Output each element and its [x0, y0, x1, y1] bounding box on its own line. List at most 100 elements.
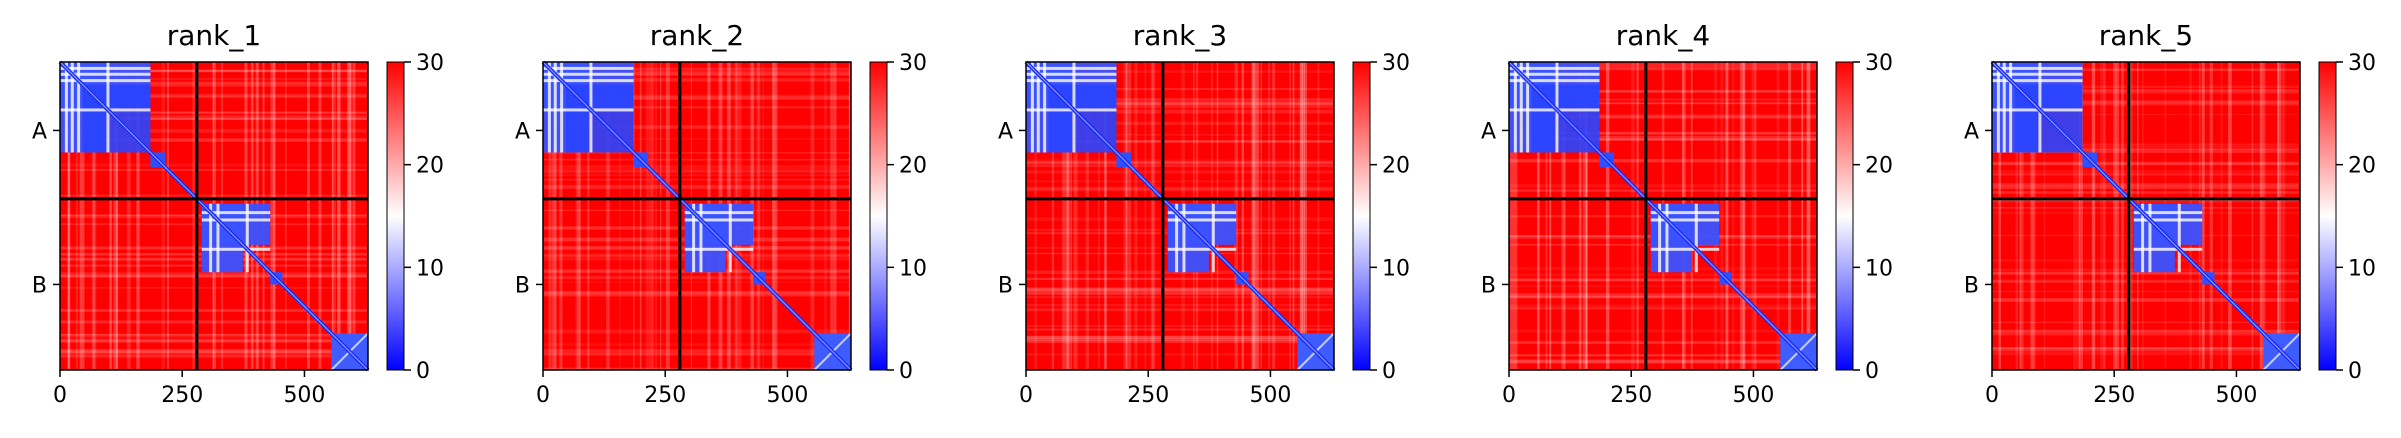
texture-stripe [543, 95, 851, 100]
texture-stripe [1509, 114, 1817, 118]
texture-stripe [348, 62, 353, 370]
texture-stripe [60, 169, 368, 171]
panel-title: rank_2 [650, 19, 744, 52]
texture-stripe [1992, 68, 2300, 72]
texture-stripe [771, 62, 776, 370]
texture-stripe [2033, 62, 2036, 370]
texture-stripe [2091, 62, 2094, 370]
chainA-band [553, 62, 557, 153]
texture-stripe [575, 62, 579, 370]
texture-stripe [1514, 62, 1517, 370]
colorbar-tick-label: 20 [1865, 154, 1893, 179]
texture-stripe [2015, 62, 2019, 370]
y-tick-label: A [998, 119, 1013, 144]
texture-stripe [1104, 62, 1108, 370]
chainA-band [60, 66, 151, 70]
texture-stripe [1509, 131, 1817, 135]
texture-stripe [1062, 62, 1066, 370]
chainB-band [1665, 203, 1669, 273]
texture-stripe [126, 62, 131, 370]
chainB-band [1650, 218, 1720, 222]
texture-stripe [619, 62, 621, 370]
texture-stripe [559, 62, 563, 370]
texture-stripe [2113, 62, 2117, 370]
texture-stripe [543, 164, 851, 168]
texture-stripe [543, 174, 851, 176]
chainB-band [2177, 203, 2181, 273]
x-tick-label: 250 [644, 383, 686, 408]
y-tick-label: B [1481, 273, 1496, 298]
texture-stripe [60, 320, 368, 324]
texture-stripe [2092, 62, 2095, 370]
texture-stripe [552, 62, 556, 370]
chainA-band [2002, 62, 2006, 153]
texture-stripe [1536, 62, 1540, 370]
texture-stripe [2128, 62, 2133, 370]
texture-stripe [1272, 62, 1276, 370]
pae-heatmap [58, 60, 370, 372]
texture-stripe [1026, 335, 1334, 340]
texture-stripe [1026, 180, 1334, 183]
texture-stripe [113, 62, 117, 370]
chainA-band [1519, 62, 1523, 153]
colorbar [2318, 61, 2337, 371]
texture-stripe [1026, 101, 1334, 105]
texture-stripe [1070, 62, 1072, 370]
texture-stripe [1992, 191, 2300, 194]
texture-stripe [1801, 62, 1804, 370]
texture-stripe [1992, 185, 2300, 190]
texture-stripe [1514, 62, 1518, 370]
texture-stripe [1732, 62, 1735, 370]
texture-stripe [2277, 62, 2282, 370]
texture-stripe [2019, 62, 2021, 370]
x-tick-label: 0 [1019, 383, 1033, 408]
texture-stripe [1992, 103, 2300, 106]
texture-stripe [2260, 62, 2264, 370]
chainB-band [699, 203, 703, 273]
texture-stripe [1509, 116, 1817, 120]
texture-stripe [1992, 148, 2300, 151]
texture-stripe [1509, 135, 1817, 140]
texture-stripe [1992, 144, 2300, 149]
texture-stripe [1073, 62, 1078, 370]
texture-stripe [109, 62, 112, 370]
colorbar-tick-label: 20 [1382, 154, 1410, 179]
texture-stripe [543, 349, 851, 353]
texture-stripe [1740, 62, 1744, 370]
texture-stripe [1026, 106, 1334, 108]
texture-stripe [645, 62, 649, 370]
x-tick-label: 0 [53, 383, 67, 408]
texture-stripe [1026, 303, 1334, 307]
texture-stripe [543, 169, 851, 173]
texture-stripe [1026, 270, 1334, 274]
texture-stripe [1026, 121, 1334, 126]
panel-title: rank_1 [167, 19, 261, 52]
chainA-band [60, 79, 151, 83]
texture-stripe [1026, 277, 1334, 280]
texture-stripe [1299, 62, 1303, 370]
texture-stripe [109, 62, 112, 370]
texture-stripe [1807, 62, 1811, 370]
texture-stripe [812, 62, 815, 370]
texture-stripe [1725, 62, 1729, 370]
texture-stripe [1026, 308, 1334, 312]
chainB-band [2148, 203, 2152, 273]
texture-stripe [1126, 62, 1128, 370]
chainB-band [209, 203, 213, 273]
texture-stripe [543, 331, 851, 334]
texture-stripe [167, 62, 169, 370]
texture-stripe [1509, 67, 1817, 71]
x-tick-label: 0 [536, 383, 550, 408]
colorbar-tick-label: 20 [899, 154, 927, 179]
texture-stripe [1251, 62, 1255, 370]
colorbar-tick-label: 30 [1382, 51, 1410, 76]
colorbar-tick-label: 20 [416, 154, 444, 179]
texture-stripe [1537, 62, 1540, 370]
chainA-band [543, 72, 634, 76]
texture-stripe [60, 272, 368, 276]
texture-stripe [2073, 62, 2075, 370]
heatmap-frame [59, 61, 369, 371]
texture-stripe [543, 152, 851, 154]
chainA-band [1992, 79, 2083, 83]
texture-stripe [2228, 62, 2232, 370]
